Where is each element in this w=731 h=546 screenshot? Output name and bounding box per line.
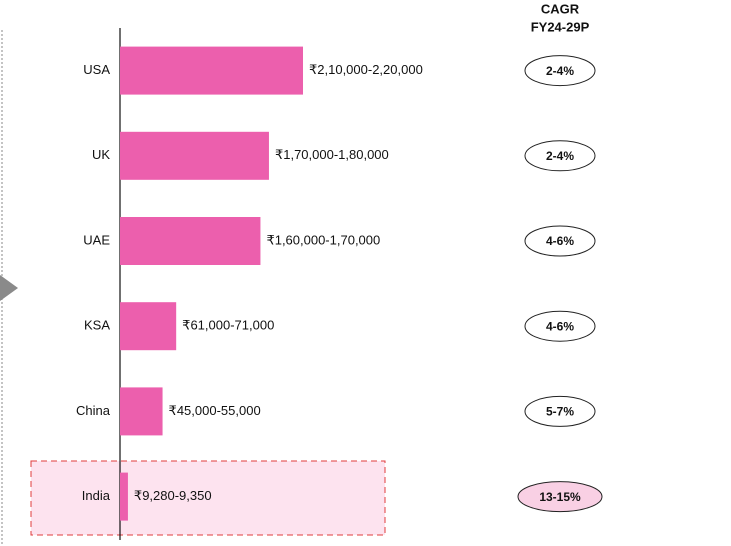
- value-label: ₹45,000-55,000: [169, 403, 261, 418]
- cagr-label: 5-7%: [546, 405, 574, 419]
- cagr-header: CAGR: [541, 1, 580, 16]
- bar: [120, 46, 303, 95]
- bar: [120, 217, 261, 265]
- cagr-label: 2-4%: [546, 149, 574, 163]
- cagr-label: 4-6%: [546, 234, 574, 248]
- bar: [120, 302, 177, 351]
- cagr-oval: [524, 140, 596, 172]
- value-label: ₹2,10,000-2,20,000: [309, 62, 423, 77]
- category-label: India: [82, 488, 111, 503]
- category-label: USA: [83, 62, 110, 77]
- cagr-oval: [524, 225, 596, 257]
- cagr-label: 13-15%: [539, 490, 581, 504]
- cagr-label: 2-4%: [546, 64, 574, 78]
- cagr-oval: [524, 55, 596, 87]
- cagr-label: 4-6%: [546, 319, 574, 333]
- value-label: ₹1,60,000-1,70,000: [266, 232, 380, 247]
- value-label: ₹9,280-9,350: [134, 488, 212, 503]
- category-label: UK: [92, 147, 110, 162]
- category-label: China: [76, 403, 111, 418]
- highlight-box: [30, 460, 386, 536]
- category-label: UAE: [83, 232, 110, 247]
- cagr-header: FY24-29P: [531, 19, 590, 34]
- cagr-oval: [517, 481, 603, 513]
- bar: [120, 387, 163, 436]
- cagr-oval: [524, 310, 596, 342]
- value-label: ₹1,70,000-1,80,000: [275, 147, 389, 162]
- cagr-oval: [524, 395, 596, 427]
- category-label: KSA: [84, 318, 110, 333]
- arrow: [0, 275, 18, 301]
- bar: [120, 131, 269, 180]
- value-label: ₹61,000-71,000: [182, 318, 274, 333]
- bar: [120, 472, 128, 521]
